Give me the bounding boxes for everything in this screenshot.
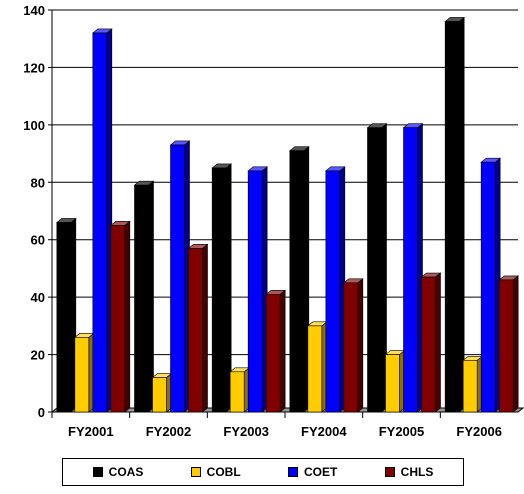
legend-swatch-coas: [92, 467, 103, 477]
bar-coet: [480, 161, 496, 413]
bar-side-chls: [279, 289, 286, 413]
bar-side-coas: [458, 16, 465, 413]
legend-label-coas: COAS: [108, 465, 144, 479]
y-tick-label: 120: [23, 60, 45, 75]
legend-swatch-coet: [287, 467, 298, 477]
y-tick-label: 60: [31, 233, 45, 248]
bar-coas: [289, 150, 305, 413]
bar-cobl: [229, 371, 245, 413]
bar-coet: [403, 127, 418, 413]
bar-coas: [56, 222, 72, 413]
bar-chls: [343, 282, 359, 413]
bar-coet: [325, 170, 341, 413]
x-tick-label: FY2005: [379, 424, 425, 439]
legend-item-coet: COET: [287, 465, 338, 479]
bar-chls: [265, 293, 281, 413]
bar-chls: [421, 276, 436, 413]
y-tick-label: 40: [31, 290, 45, 305]
bar-chls: [188, 248, 203, 413]
bar-cobl: [385, 354, 400, 413]
x-tick-label: FY2001: [68, 424, 114, 439]
bar-coas: [211, 167, 227, 413]
x-tick-label: FY2006: [456, 424, 502, 439]
y-tick-label: 80: [31, 175, 45, 190]
bar-chls: [110, 225, 126, 413]
bar-coas: [444, 21, 460, 413]
legend-item-cobl: COBL: [190, 465, 241, 479]
bar-cobl: [74, 337, 90, 413]
bar-coet: [92, 32, 108, 413]
legend-item-coas: COAS: [92, 465, 144, 479]
bar-coas: [134, 184, 149, 413]
y-tick-label: 0: [38, 405, 45, 420]
bar-coet: [170, 144, 185, 413]
bar-side-chls: [435, 272, 441, 413]
bar-side-chls: [124, 220, 131, 413]
y-tick-label: 100: [23, 118, 45, 133]
legend-swatch-cobl: [190, 467, 201, 477]
bar-side-chls: [512, 275, 519, 413]
bar-chls: [498, 279, 514, 413]
bar-side-chls: [202, 243, 208, 413]
bar-coet: [247, 170, 263, 413]
legend-label-chls: CHLS: [400, 465, 434, 479]
legend-swatch-chls: [384, 467, 395, 477]
x-tick-label: FY2002: [146, 424, 192, 439]
bar-side-chls: [357, 278, 364, 413]
y-tick-label: 140: [23, 3, 45, 18]
x-tick-label: FY2003: [223, 424, 269, 439]
legend: COAS COBL COET CHLS: [62, 458, 464, 486]
bar-cobl: [462, 360, 478, 413]
legend-label-coet: COET: [303, 465, 338, 479]
legend-label-cobl: COBL: [206, 465, 241, 479]
bar-cobl: [152, 377, 167, 413]
legend-item-chls: CHLS: [384, 465, 434, 479]
bar-cobl: [307, 325, 323, 413]
y-tick-label: 20: [31, 348, 45, 363]
x-tick-label: FY2004: [301, 424, 347, 439]
bar-coas: [367, 127, 382, 413]
